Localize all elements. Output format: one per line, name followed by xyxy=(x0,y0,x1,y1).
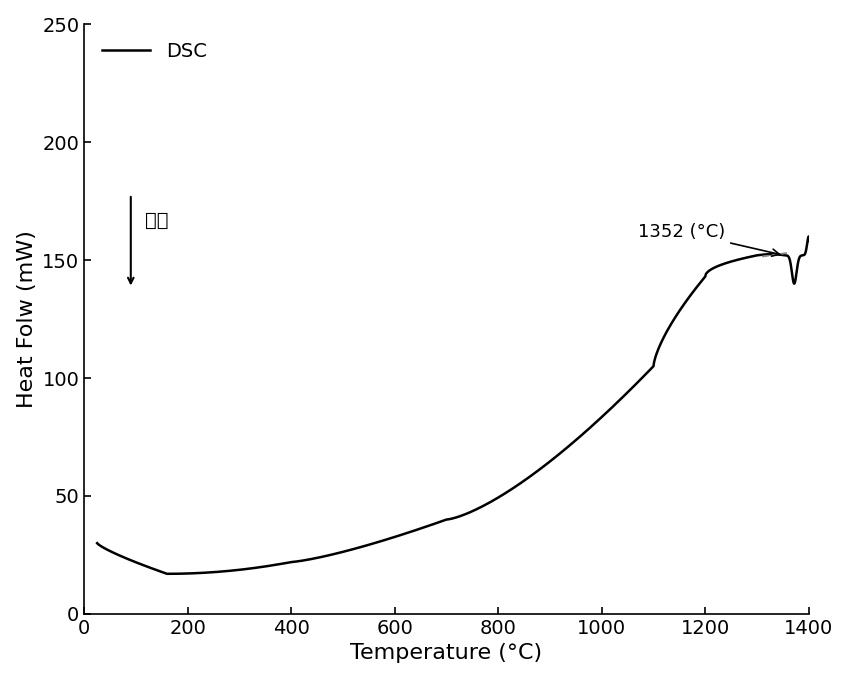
DSC xyxy=(388,533,399,541)
Text: 1352 (°C): 1352 (°C) xyxy=(638,223,779,256)
DSC xyxy=(803,233,813,241)
Line: DSC: DSC xyxy=(97,237,814,574)
DSC xyxy=(125,556,135,564)
DSC xyxy=(809,251,819,259)
X-axis label: Temperature (°C): Temperature (°C) xyxy=(350,643,542,663)
Y-axis label: Heat Folw (mW): Heat Folw (mW) xyxy=(17,230,37,408)
DSC xyxy=(473,504,484,512)
Legend: DSC: DSC xyxy=(94,34,214,69)
DSC xyxy=(92,539,102,547)
DSC xyxy=(162,570,172,578)
DSC xyxy=(340,547,350,556)
DSC xyxy=(552,451,563,459)
Text: 吸热: 吸热 xyxy=(145,211,169,229)
DSC xyxy=(556,449,566,457)
